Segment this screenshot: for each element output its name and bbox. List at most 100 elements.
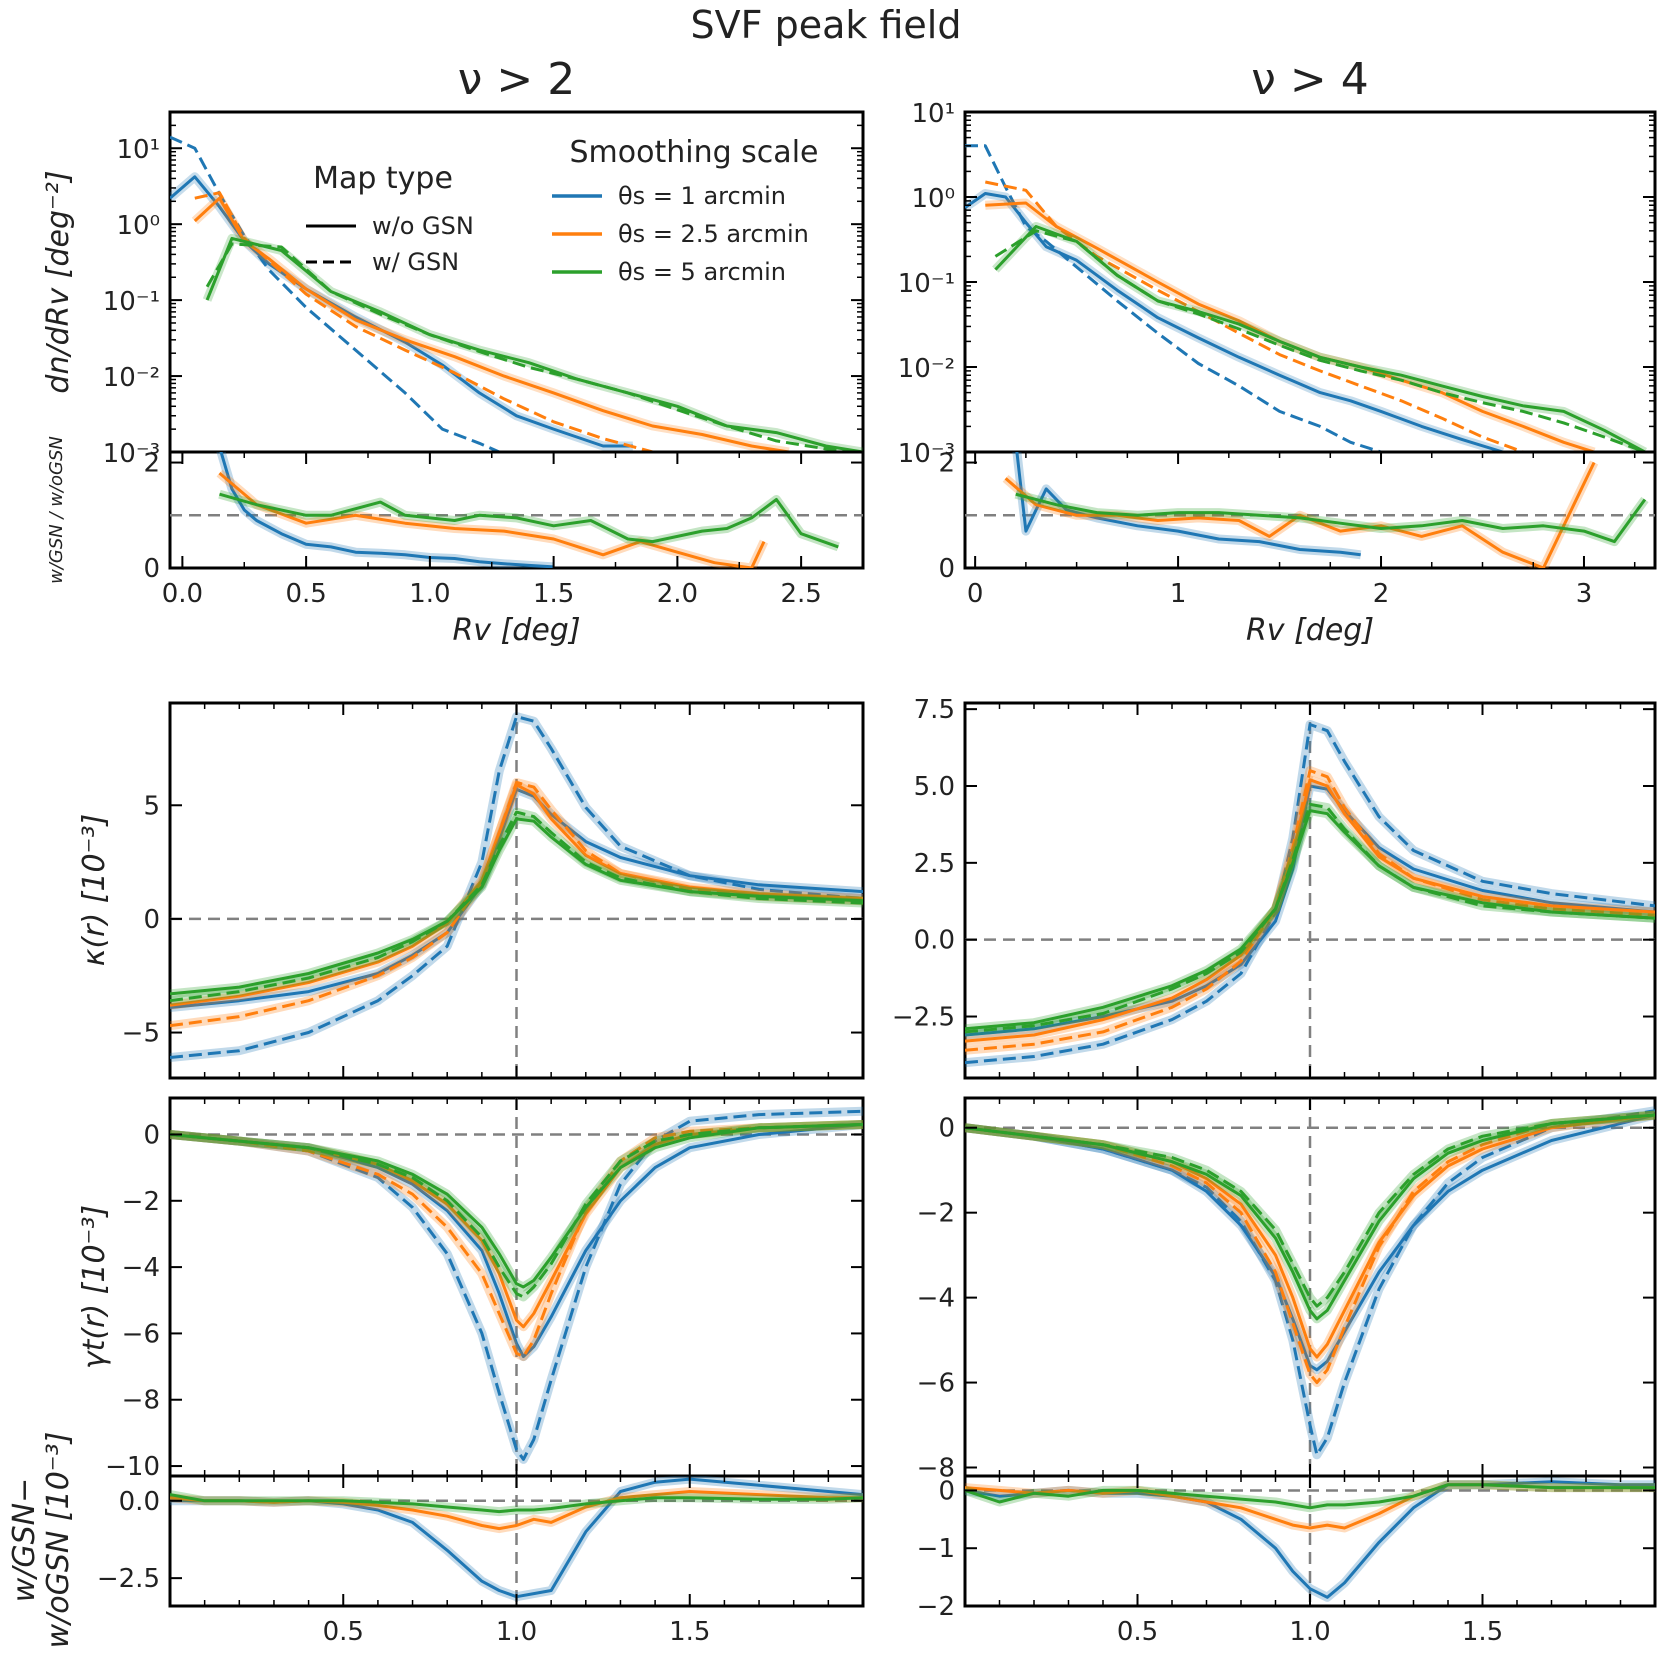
nu2-kappa-plot-area [170, 703, 863, 1078]
nu4-kappa-series-1 [965, 723, 1655, 1065]
nu2-ratio-series-2 [219, 492, 839, 549]
ylabel-diff-line2: w/oGSN [10⁻³] [41, 1432, 76, 1649]
nu4-gamma-series-4 [965, 1113, 1655, 1321]
nu2-dn-series-4 [205, 236, 863, 452]
nu4-kappa-ytick-label: 7.5 [914, 695, 955, 725]
nu4-ratio-band-2 [1014, 489, 1649, 547]
nu2-diff-xtick-label: 1.5 [669, 1617, 710, 1647]
nu4-kappa-series-5 [965, 802, 1655, 1034]
nu4-ratio-xtick-label: 1 [1170, 579, 1187, 609]
nu4-dn-panel: 10¹ 10⁰ 10⁻¹ 10⁻² 10⁻³ [898, 99, 1657, 469]
nu2-diff-panel: −2.5 0.0 0.5 1.0 1.5 [97, 1474, 865, 1647]
nu2-diff-series-2 [170, 1493, 863, 1514]
nu4-diff-ytick-label: −1 [917, 1534, 955, 1564]
nu4-gamma-ytick-label: 0 [938, 1114, 955, 1144]
legend-smooth-item: θs = 1 arcmin [618, 182, 786, 210]
nu4-diff-ytick-label: 0 [938, 1476, 955, 1506]
nu2-ratio-xtick-label: 0.5 [285, 579, 326, 609]
nu2-gamma-series-5 [170, 1123, 863, 1299]
nu2-xlabel: Rv [deg] [452, 613, 580, 648]
nu2-gamma-panel: −10 −8 −6 −4 −2 0 [105, 1096, 865, 1482]
nu4-kappa-ytick-label: −2.5 [892, 1003, 955, 1033]
nu2-dn-plot-area [170, 135, 863, 452]
nu4-gamma-plot-area [965, 1098, 1655, 1476]
legend-smooth-item: θs = 5 arcmin [618, 258, 786, 286]
nu4-ratio-xtick-label: 2 [1373, 579, 1390, 609]
ylabel-kappa: κ(r) [10⁻³] [77, 814, 112, 966]
legend-smooth-title: Smoothing scale [570, 135, 819, 170]
nu4-ratio-ytick-label: 2 [938, 449, 955, 479]
nu4-diff-ytick-label: −2 [917, 1592, 955, 1622]
nu2-dn-series-1 [170, 135, 500, 452]
nu2-ratio-plot-area [170, 452, 863, 568]
nu4-diff-xtick-label: 1.5 [1462, 1617, 1503, 1647]
nu4-ratio-series-0 [1015, 452, 1361, 557]
nu2-dn-series-5 [205, 242, 863, 452]
nu2-ratio-xtick-label: 0.0 [162, 579, 203, 609]
nu2-kappa-ytick-label: 5 [143, 791, 160, 821]
nu2-kappa-series-2 [170, 783, 863, 1007]
nu2-ratio-xtick-label: 2.0 [657, 579, 698, 609]
nu2-kappa-series-0 [170, 787, 863, 1009]
nu2-ratio-ytick-label: 0 [143, 554, 160, 584]
ylabel-diff-line1: w/GSN− [7, 1478, 42, 1603]
nu2-gamma-series-1 [170, 1109, 863, 1461]
ylabel-dn: dn/dRv [deg⁻²] [41, 170, 76, 393]
nu2-ratio-panel-frame [168, 450, 865, 570]
nu4-gamma-panel: −8 −6 −4 −2 0 [917, 1096, 1657, 1484]
nu2-dn-panel: 10¹ 10⁰ 10⁻¹ 10⁻² 10⁻³ [103, 110, 865, 469]
nu2-gamma-series-4 [170, 1123, 863, 1289]
nu2-dn-ytick-label: 10⁻³ [103, 439, 160, 469]
nu4-gamma-series-3 [965, 1113, 1655, 1385]
nu2-gamma-ytick-label: −8 [122, 1386, 160, 1416]
ylabel-ratio: w/GSN / w/oGSN [46, 436, 67, 584]
nu4-dn-series-1 [965, 144, 1382, 452]
nu2-gamma-ytick-label: −2 [122, 1187, 160, 1217]
nu2-dn-ytick-label: 10¹ [116, 135, 160, 165]
nu2-gamma-plot-area [170, 1098, 863, 1476]
nu2-ratio-xtick-label: 2.5 [780, 579, 821, 609]
figure-suptitle: SVF peak field [691, 3, 962, 47]
nu4-dn-ytick-label: 10⁻³ [898, 439, 955, 469]
nu4-xlabel: Rv [deg] [1246, 613, 1374, 648]
nu4-ratio-band-0 [1012, 452, 1362, 560]
nu4-gamma-ytick-label: −4 [917, 1284, 955, 1314]
nu2-kappa-ytick-label: 0 [143, 905, 160, 935]
nu4-ratio-xtick-label: 0 [967, 579, 984, 609]
nu2-ratio-series-1 [218, 471, 766, 568]
nu2-kappa-series-1 [170, 715, 863, 1059]
nu2-ratio-panel: 0 2 0.0 0.5 1.0 1.5 2.0 2.5 [143, 449, 865, 609]
nu2-gamma-series-0 [170, 1123, 863, 1359]
nu2-diff-ytick-label: 0.0 [119, 1487, 160, 1517]
nu4-ratio-ytick-label: 0 [938, 554, 955, 584]
nu2-gamma-series-3 [170, 1123, 863, 1359]
nu2-dn-ytick-label: 10⁻² [103, 363, 160, 393]
nu2-ratio-xtick-label: 1.5 [533, 579, 574, 609]
nu4-diff-xtick-label: 1.0 [1289, 1617, 1330, 1647]
legend-map-item: w/o GSN [372, 212, 474, 240]
legend-map-title: Map type [313, 161, 453, 196]
nu2-gamma-ytick-label: −6 [122, 1319, 160, 1349]
nu4-kappa-ytick-label: 5.0 [914, 772, 955, 802]
legend-smooth-item: θs = 2.5 arcmin [618, 220, 809, 248]
ylabel-gamma: γt(r) [10⁻³] [77, 1205, 112, 1369]
nu4-column-title: ν > 4 [1251, 54, 1368, 105]
nu2-diff-xtick-label: 1.0 [496, 1617, 537, 1647]
nu4-ratio-series-1 [1004, 461, 1596, 568]
nu2-diff-xtick-label: 0.5 [323, 1617, 364, 1647]
nu4-ratio-plot-area [965, 452, 1655, 568]
nu4-diff-xtick-label: 0.5 [1117, 1617, 1158, 1647]
nu2-gamma-ytick-label: −4 [122, 1253, 160, 1283]
nu4-kappa-panel: −2.5 0.0 2.5 5.0 7.5 [892, 695, 1657, 1080]
nu4-kappa-ytick-label: 0.0 [914, 926, 955, 956]
nu2-column-title: ν > 2 [458, 54, 575, 105]
nu4-gamma-ytick-label: −6 [917, 1369, 955, 1399]
nu4-dn-panel-frame [963, 110, 1657, 454]
nu4-ratio-panel-frame [963, 450, 1657, 570]
nu2-kappa-series-5 [170, 810, 863, 1003]
nu2-kappa-panel: −5 0 5 [122, 701, 865, 1080]
nu4-dn-plot-area [965, 144, 1648, 452]
nu4-dn-ytick-label: 10⁰ [911, 184, 955, 214]
nu4-kappa-series-3 [965, 769, 1655, 1052]
